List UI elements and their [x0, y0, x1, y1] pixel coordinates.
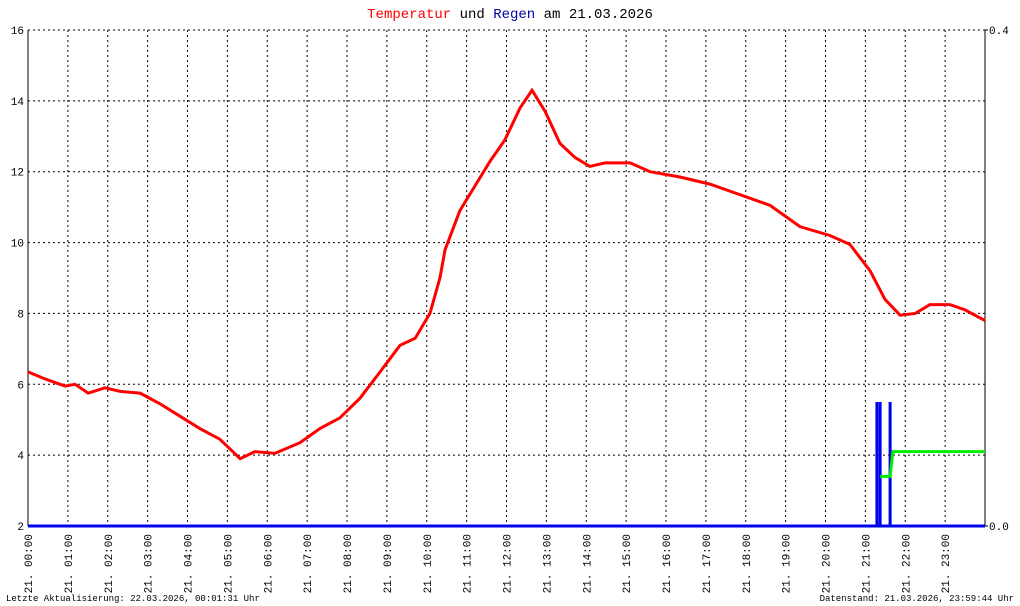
title-series-rain: Regen	[493, 7, 535, 23]
y2-tick-label: 0.4	[989, 26, 1009, 38]
x-tick-label: 21. 08:00	[343, 534, 355, 593]
x-tick-label: 21. 00:00	[24, 534, 36, 593]
x-tick-label: 21. 21:00	[861, 534, 873, 593]
title-connector: und	[460, 7, 485, 23]
title-series-temp: Temperatur	[367, 7, 451, 23]
x-tick-label: 21. 13:00	[542, 534, 554, 593]
x-tick-label: 21. 09:00	[383, 534, 395, 593]
y-tick-label: 10	[11, 239, 24, 251]
chart-title: Temperatur und Regen am 21.03.2026	[367, 7, 653, 23]
series-line	[880, 450, 985, 478]
x-tick-label: 21. 20:00	[822, 534, 834, 593]
x-tick-label: 21. 12:00	[503, 534, 515, 593]
x-tick-label: 21. 03:00	[144, 534, 156, 593]
series-line	[27, 87, 986, 461]
title-date: am 21.03.2026	[544, 7, 653, 23]
y2-tick-label: 0.0	[989, 522, 1009, 534]
x-tick-label: 21. 16:00	[662, 534, 674, 593]
x-tick-label: 21. 02:00	[104, 534, 116, 593]
x-tick-label: 21. 19:00	[782, 534, 794, 593]
x-tick-label: 21. 23:00	[941, 534, 953, 593]
footer-left: Letzte Aktualisierung: 22.03.2026, 00:01…	[6, 594, 260, 604]
x-tick-label: 21. 11:00	[463, 534, 475, 593]
y-tick-label: 2	[17, 522, 24, 534]
x-tick-label: 21. 07:00	[303, 534, 315, 593]
y-tick-label: 8	[17, 309, 24, 321]
x-tick-label: 21. 22:00	[901, 534, 913, 593]
x-tick-label: 21. 18:00	[742, 534, 754, 593]
footer-right: Datenstand: 21.03.2026, 23:59:44 Uhr	[820, 594, 1014, 604]
y-tick-label: 6	[17, 380, 24, 392]
y-tick-label: 16	[11, 26, 24, 38]
x-tick-label: 21. 06:00	[263, 534, 275, 593]
x-tick-label: 21. 17:00	[702, 534, 714, 593]
y-tick-label: 14	[11, 97, 25, 109]
x-tick-label: 21. 14:00	[582, 534, 594, 593]
y-tick-label: 4	[17, 451, 24, 463]
rain-bar	[878, 402, 882, 526]
x-tick-label: 21. 15:00	[622, 534, 634, 593]
x-tick-label: 21. 04:00	[184, 534, 196, 593]
rain-bar	[875, 402, 879, 526]
x-tick-label: 21. 05:00	[223, 534, 235, 593]
x-tick-label: 21. 10:00	[423, 534, 435, 593]
x-tick-label: 21. 01:00	[64, 534, 76, 593]
y-tick-label: 12	[11, 168, 24, 180]
